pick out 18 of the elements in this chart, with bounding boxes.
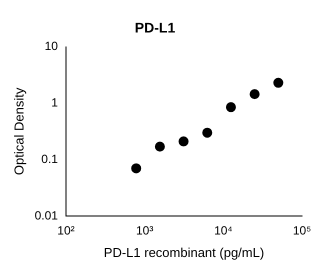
- y-tick-label: 10: [44, 39, 58, 54]
- point: [202, 128, 212, 138]
- chart-title: PD-L1: [134, 19, 176, 36]
- x-tick-label: 10²: [57, 224, 75, 238]
- point: [178, 136, 189, 146]
- x-tick-label: 10⁴: [214, 224, 233, 238]
- x-tick-label: 10⁵: [292, 224, 312, 238]
- x-axis-title: PD-L1 recombinant (pg/mL): [104, 244, 264, 260]
- point: [273, 78, 284, 88]
- y-tick-label: 0.01: [34, 208, 58, 222]
- x-tick-label: 10³: [136, 224, 154, 238]
- y-tick-label: 1: [51, 96, 58, 110]
- y-tick-label: 0.1: [41, 152, 58, 166]
- point: [131, 163, 142, 174]
- point: [250, 89, 260, 100]
- point: [226, 102, 236, 112]
- point: [154, 142, 165, 152]
- y-axis-title: Optical Density: [11, 87, 26, 176]
